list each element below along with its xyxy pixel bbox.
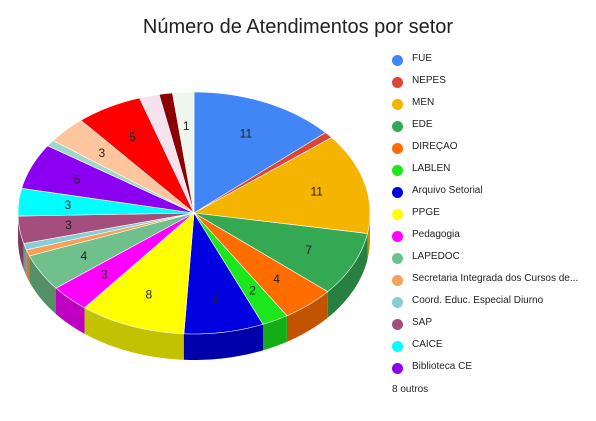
pie-side-11 [23, 243, 27, 276]
legend-swatch [392, 231, 403, 242]
pie-slice-4[interactable] [193, 212, 329, 317]
legend-swatch [392, 341, 403, 352]
pie-slice-6[interactable] [183, 212, 264, 335]
legend-item[interactable]: LAPEDOC [392, 250, 592, 272]
legend-item[interactable]: DIREÇÃO [392, 140, 592, 162]
legend-label: NEPES [412, 75, 446, 86]
legend-item[interactable]: Secretaria Integrada dos Cursos de... [392, 272, 592, 294]
pie-side-7 [84, 307, 184, 360]
legend-item[interactable]: Arquivo Setorial [392, 184, 592, 206]
legend-swatch [392, 165, 403, 176]
legend-item[interactable]: SAP [392, 316, 592, 338]
legend-label: LAPEDOC [412, 251, 460, 262]
legend-label: Biblioteca CE [412, 361, 473, 372]
legend-swatch [392, 275, 403, 286]
legend-swatch [392, 319, 403, 330]
pie-slice-3[interactable] [193, 212, 368, 293]
pie-slice-17[interactable] [80, 97, 195, 214]
legend-item[interactable]: LABLEN [392, 162, 592, 184]
legend: FUE NEPES MEN EDE DIREÇÃO LABLEN Arquivo Setor… [392, 52, 592, 395]
pie-side-3 [327, 233, 368, 318]
pie-slice-7[interactable] [83, 212, 195, 335]
data-label-12: 3 [99, 146, 106, 160]
legend-item[interactable]: MEN [392, 96, 592, 118]
pie-side-10 [26, 249, 30, 282]
pie-side-5 [262, 315, 287, 351]
pie-side-4 [286, 291, 328, 342]
legend-item[interactable]: PPGE [392, 206, 592, 228]
pie-slice-2[interactable] [193, 137, 371, 234]
data-label-6: 8 [145, 287, 152, 301]
legend-label: Arquivo Setorial [412, 185, 483, 196]
legend-label: SAP [412, 317, 433, 328]
data-label-8: 4 [80, 249, 87, 263]
legend-item[interactable]: Coord. Educ. Especial Diurno [392, 294, 592, 316]
legend-label: Secretaria Integrada dos Cursos de... [412, 273, 579, 284]
data-label-11: 5 [74, 172, 81, 186]
legend-swatch [392, 363, 403, 374]
data-label-7: 3 [101, 268, 108, 282]
legend-swatch [392, 253, 403, 264]
legend-label: LABLEN [412, 163, 451, 174]
legend-label: MEN [412, 97, 435, 108]
chart-title: Número de Atendimentos por setor [142, 16, 454, 38]
pie-slice-20[interactable] [172, 91, 195, 214]
legend-swatch [392, 121, 403, 132]
data-label-1: 11 [310, 184, 323, 198]
legend-item[interactable]: CAICE [392, 338, 592, 360]
data-label-2: 7 [305, 243, 312, 257]
legend-label: Pedagogia [412, 229, 460, 240]
legend-swatch [392, 143, 403, 154]
pie-slice-14[interactable] [21, 145, 195, 214]
legend-label: PPGE [412, 207, 440, 218]
data-label-10: 3 [64, 198, 71, 212]
legend-label: FUE [412, 53, 432, 64]
legend-label: CAICE [412, 339, 443, 350]
legend-item[interactable]: EDE [392, 118, 592, 140]
legend-swatch [392, 209, 403, 220]
pie-side-6 [183, 324, 263, 360]
legend-swatch [392, 297, 403, 308]
pie-slice-16[interactable] [52, 119, 195, 214]
data-label-0: 11 [240, 127, 253, 141]
pie-slice-13[interactable] [17, 188, 195, 217]
pie-side-8 [55, 288, 85, 334]
legend-swatch [392, 55, 403, 66]
legend-label: Coord. Educ. Especial Diurno [412, 295, 544, 306]
pie-slice-12[interactable] [17, 212, 195, 244]
data-label-5: 6 [212, 292, 219, 306]
data-label-3: 4 [273, 272, 280, 286]
pie-slice-0[interactable] [193, 91, 327, 214]
pie-slice-9[interactable] [28, 212, 195, 289]
legend-item[interactable]: NEPES [392, 74, 592, 96]
data-label-9: 3 [65, 218, 72, 232]
legend-label: DIREÇÃO [412, 141, 458, 152]
legend-item[interactable]: FUE [392, 52, 592, 74]
legend-swatch [392, 77, 403, 88]
legend-swatch [392, 187, 403, 198]
legend-label: EDE [412, 119, 433, 130]
legend-swatch [392, 99, 403, 110]
data-label-4: 2 [249, 283, 256, 297]
data-label-14: 1 [183, 119, 190, 133]
legend-more-label[interactable]: 8 outros [392, 384, 429, 395]
legend-item[interactable]: Biblioteca CE [392, 360, 592, 382]
data-label-13: 5 [129, 130, 136, 144]
pie-slice-8[interactable] [55, 212, 195, 309]
pie-side-9 [29, 255, 56, 315]
legend-item[interactable]: Pedagogia [392, 228, 592, 250]
